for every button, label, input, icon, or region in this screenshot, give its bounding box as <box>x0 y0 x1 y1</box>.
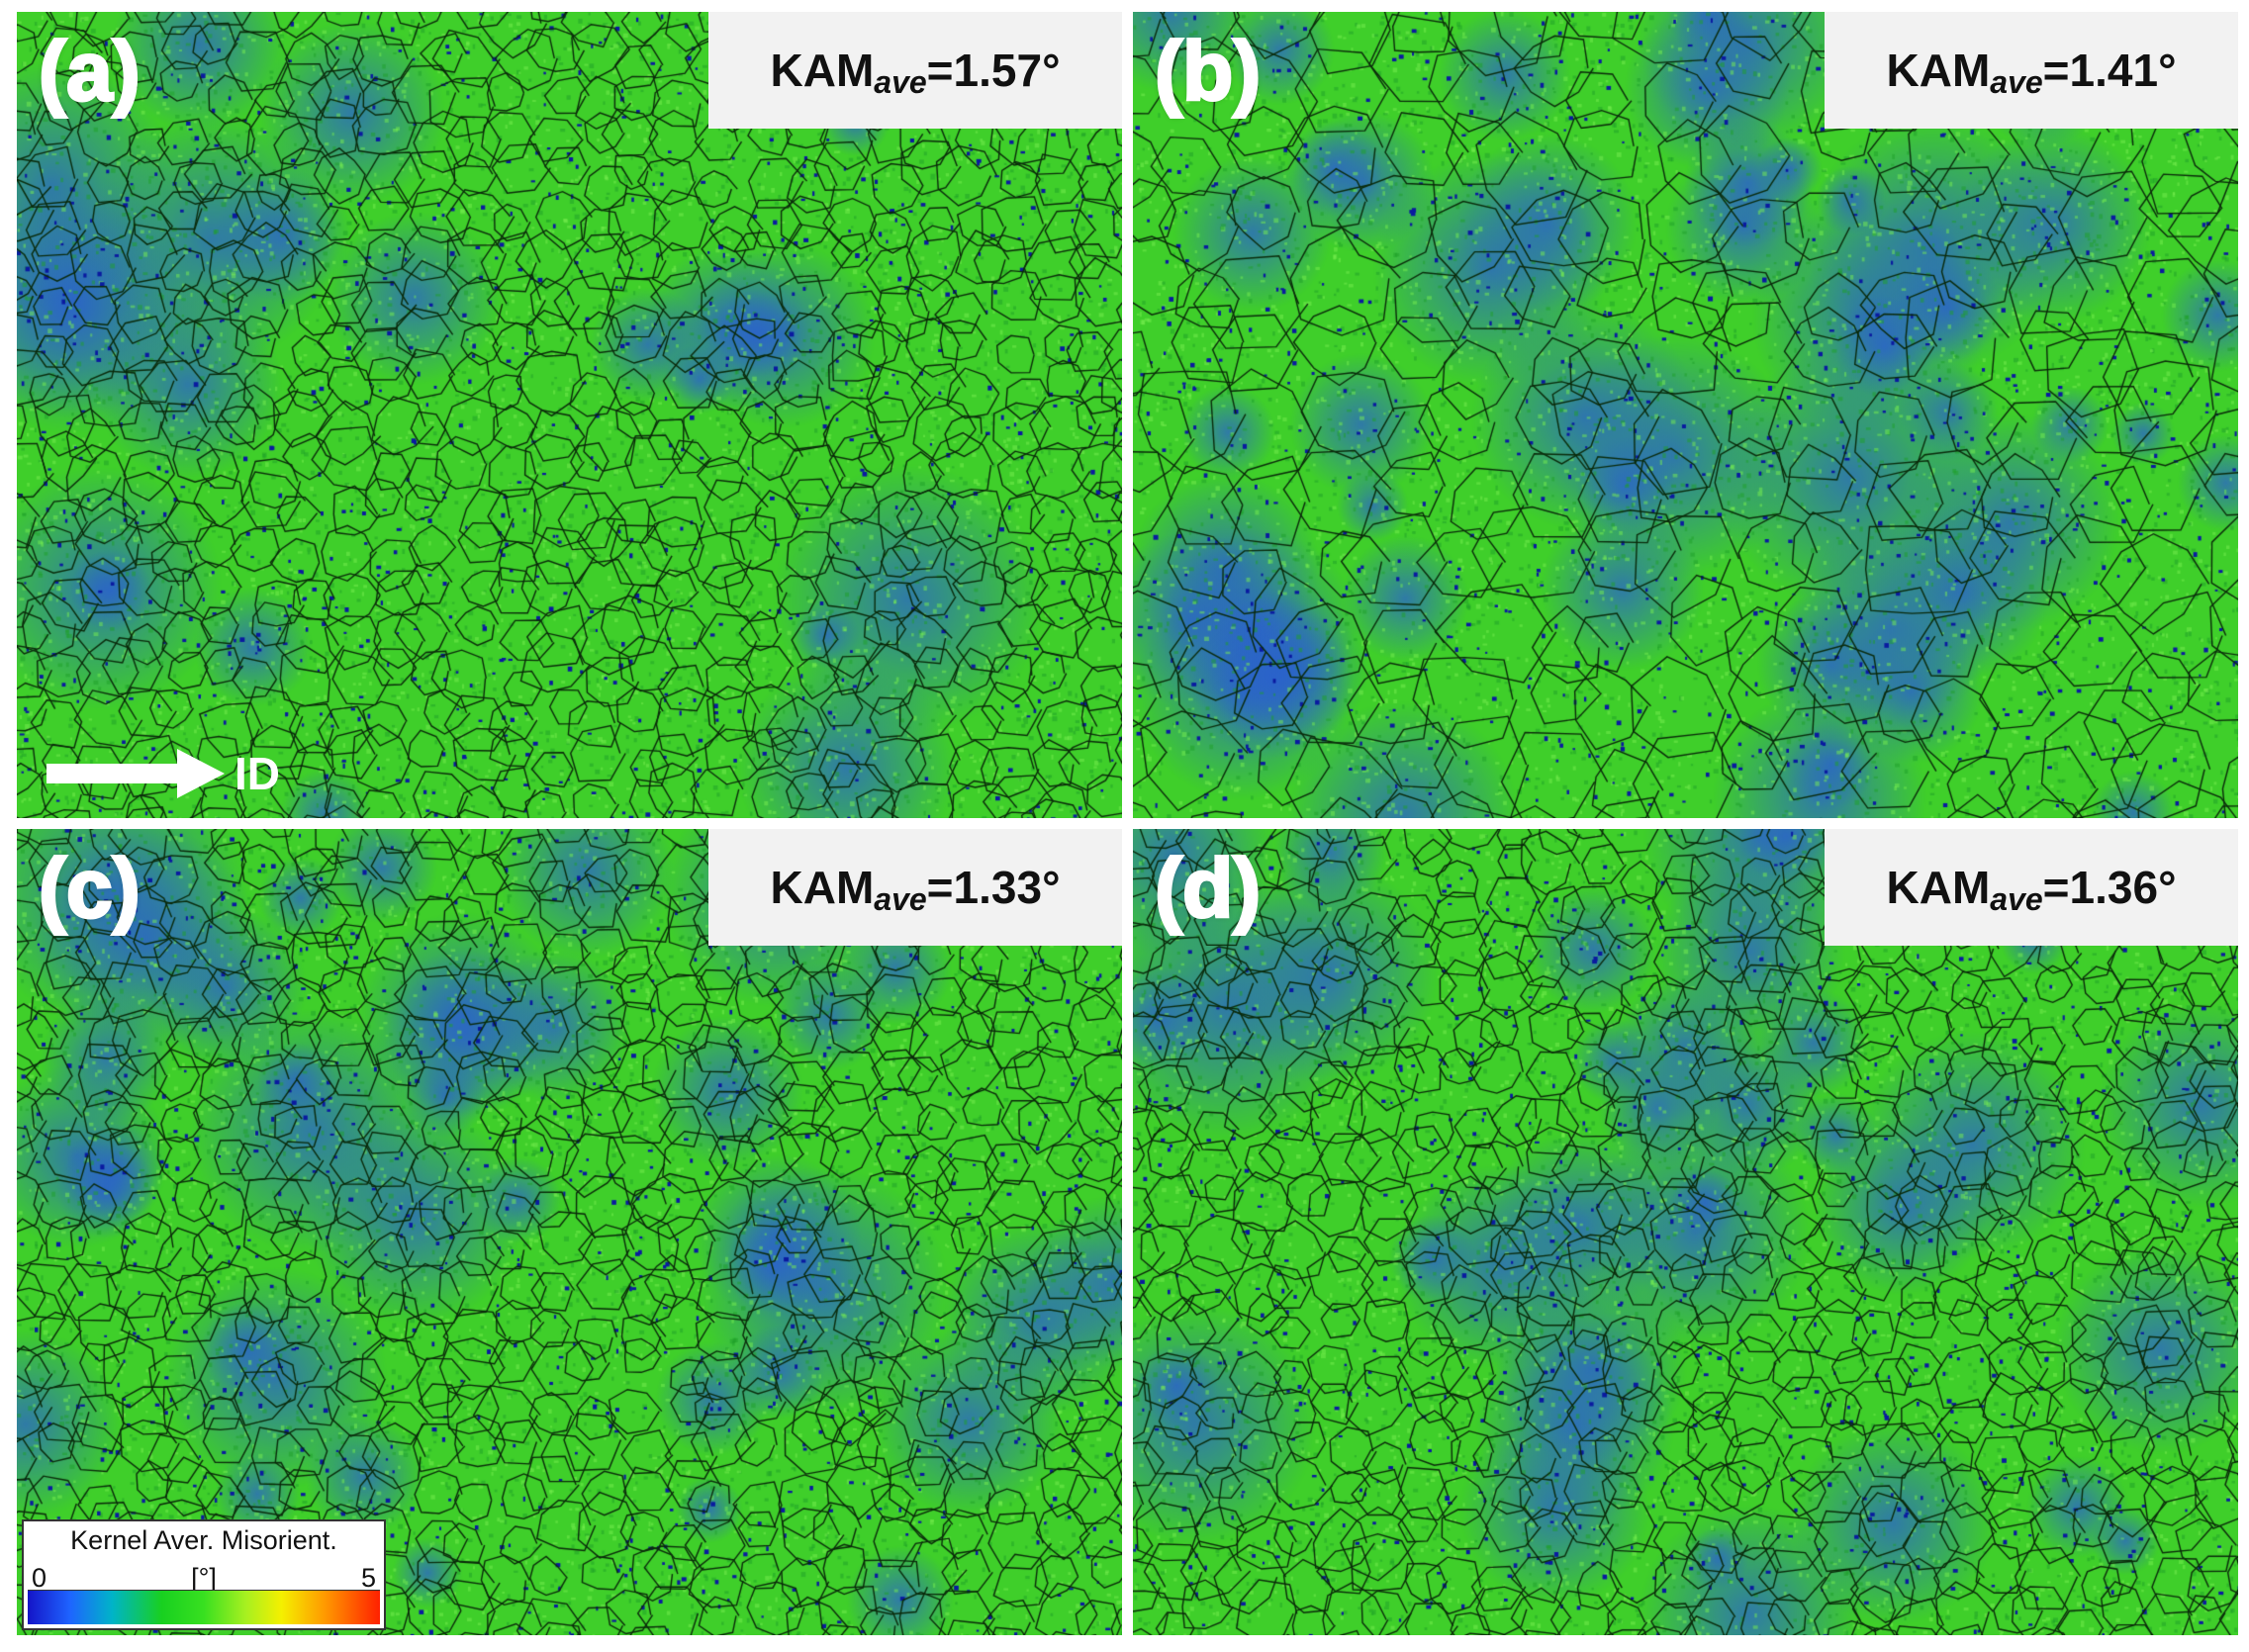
direction-arrow: ID <box>47 747 280 800</box>
kam-map-panel-c: (c) KAM ave =1.33° <box>17 829 1122 1635</box>
kam-prefix: KAM <box>770 862 875 913</box>
kam-average-box: KAM ave =1.33° <box>708 829 1122 946</box>
kam-map-panel-d: (d) KAM ave =1.36° <box>1133 829 2238 1635</box>
kam-prefix: KAM <box>1886 862 1991 913</box>
kam-subscript: ave <box>874 63 927 100</box>
colorbar-min: 0 <box>32 1563 47 1593</box>
panel-label: (b) <box>1153 25 1262 118</box>
panel-label: (a) <box>38 25 142 118</box>
kam-subscript: ave <box>1990 63 2043 100</box>
kam-average-box: KAM ave =1.41° <box>1825 12 2238 129</box>
colorbar-unit: [°] <box>191 1563 217 1593</box>
colorbar-legend: Kernel Aver. Misorient. 0 [°] 5 <box>22 1519 386 1630</box>
kam-map-image <box>1133 829 2238 1635</box>
colorbar-title: Kernel Aver. Misorient. <box>70 1525 337 1555</box>
kam-value: =1.33° <box>926 862 1061 913</box>
panel-label: (c) <box>38 842 142 935</box>
kam-value: =1.41° <box>2042 45 2177 96</box>
kam-prefix: KAM <box>1886 45 1991 96</box>
kam-value: =1.36° <box>2042 862 2177 913</box>
panel-label: (d) <box>1153 842 1262 935</box>
direction-label: ID <box>234 748 280 799</box>
kam-map-panel-b: (b) KAM ave =1.41° <box>1133 12 2238 818</box>
kam-subscript: ave <box>874 880 927 917</box>
kam-value: =1.57° <box>926 45 1061 96</box>
kam-map-image <box>17 12 1122 818</box>
kam-prefix: KAM <box>770 45 875 96</box>
kam-map-panel-a: (a) KAM ave =1.57° ID <box>17 12 1122 818</box>
arrow-right-icon <box>47 749 225 798</box>
colorbar-max: 5 <box>360 1563 376 1593</box>
kam-average-box: KAM ave =1.36° <box>1825 829 2238 946</box>
kam-map-image <box>17 829 1122 1635</box>
colorbar-gradient <box>28 1590 380 1624</box>
kam-map-image <box>1133 12 2238 818</box>
kam-subscript: ave <box>1990 880 2043 917</box>
kam-average-box: KAM ave =1.57° <box>708 12 1122 129</box>
